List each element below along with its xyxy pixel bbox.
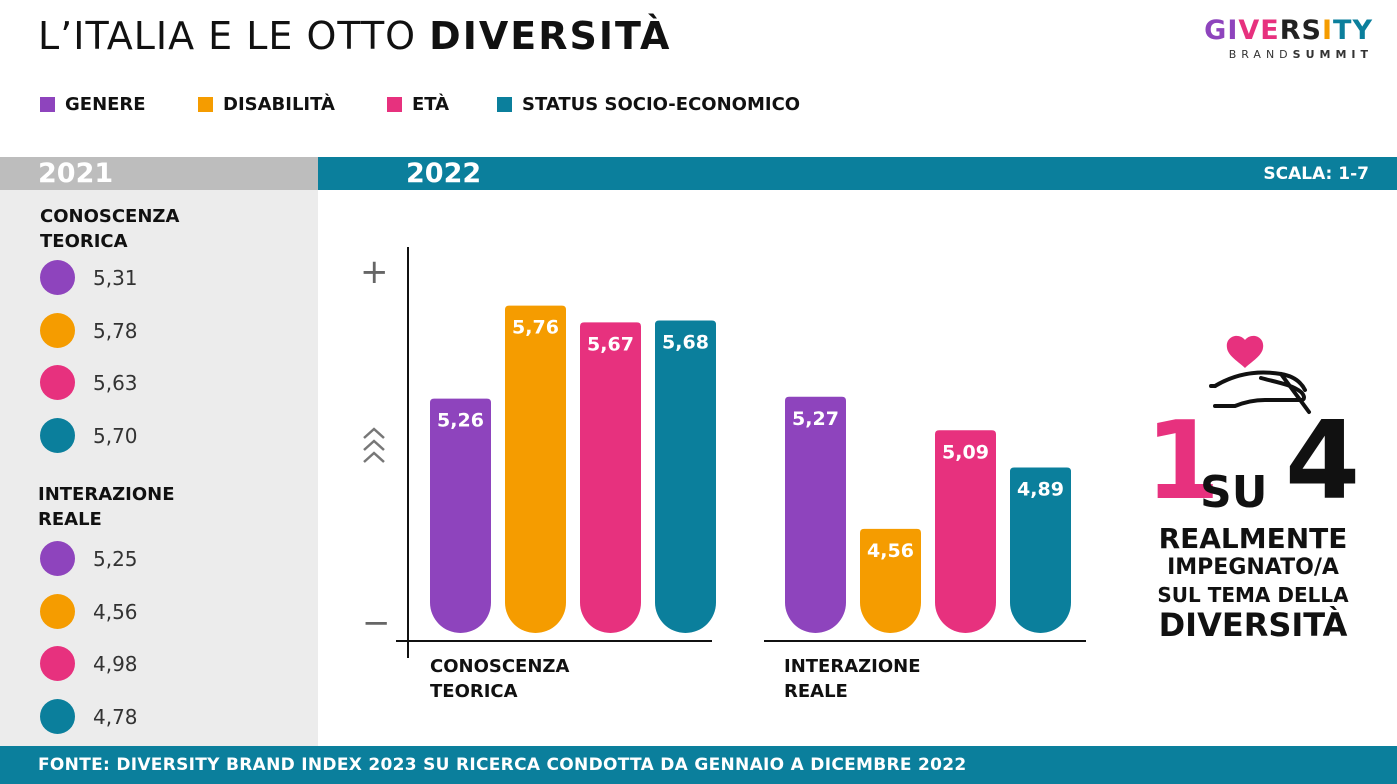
category-label: CONOSCENZA TEORICA <box>430 656 570 702</box>
panel-2021-row: 5,25 <box>40 541 138 576</box>
year-2022-label: 2022 <box>406 158 482 189</box>
bar-et--0 <box>580 322 641 633</box>
bar-chart: 5,26 5,27 5,76 4,56 5,67 5,09 5,68 4,89 <box>396 247 1086 658</box>
brand-logo: GIVERSITY BRANDSUMMIT <box>1204 16 1373 62</box>
stat-ratio: 1 SU 4 <box>1145 402 1375 522</box>
legend-swatch <box>387 97 402 112</box>
logo-word: GIVERSITY <box>1204 16 1373 46</box>
legend-swatch <box>497 97 512 112</box>
bars-layer: 5,26 5,27 5,76 4,56 5,67 5,09 5,68 4,89 <box>430 305 1071 633</box>
dot-eta <box>40 365 75 400</box>
legend-label: ETÀ <box>412 94 450 115</box>
bar-value-label: 5,68 <box>662 332 709 354</box>
dot-disabilita <box>40 313 75 348</box>
stat-number-2: 4 <box>1285 399 1361 524</box>
panel-2021-row: 5,70 <box>40 418 138 453</box>
band-2022 <box>318 157 1397 190</box>
bar-status-socio-economico-1 <box>1010 467 1071 633</box>
bar-value-label: 5,67 <box>587 333 634 355</box>
legend-item-disabilita: DISABILITÀ <box>198 94 335 115</box>
legend-label: STATUS SOCIO-ECONOMICO <box>522 94 801 115</box>
logo-subtitle: BRANDSUMMIT <box>1204 48 1373 61</box>
stat-line: IMPEGNATO/A <box>1167 555 1339 580</box>
bar-value-label: 5,26 <box>437 410 484 432</box>
row-value: 5,78 <box>93 318 138 343</box>
dot-status <box>40 418 75 453</box>
legend-swatch <box>198 97 213 112</box>
heart-hand-icon <box>1209 335 1311 414</box>
bar-value-label: 5,09 <box>942 441 989 463</box>
legend-label: DISABILITÀ <box>223 94 335 115</box>
bar-genere-1 <box>785 396 846 633</box>
panel-2021-group-title: CONOSCENZA TEORICA <box>40 206 180 252</box>
stat-line: SUL TEMA DELLA <box>1157 583 1349 607</box>
axis-marker-top: + <box>360 252 389 292</box>
bar-disabilit--0 <box>505 305 566 633</box>
footer-bar <box>0 746 1397 784</box>
row-value: 5,31 <box>93 265 138 290</box>
bar-value-label: 4,56 <box>867 540 914 562</box>
row-value: 5,70 <box>93 423 138 448</box>
stat-line: DIVERSITÀ <box>1158 606 1348 644</box>
panel-2021-group-title: INTERAZIONE REALE <box>38 484 175 530</box>
bar-value-label: 5,27 <box>792 408 839 430</box>
legend-item-status: STATUS SOCIO-ECONOMICO <box>497 94 800 115</box>
panel-2021-row: 5,78 <box>40 313 138 348</box>
year-2021-label: 2021 <box>38 158 114 189</box>
legend-swatch <box>40 97 55 112</box>
row-value: 5,25 <box>93 546 138 571</box>
scale-label: SCALA: 1-7 <box>1263 164 1369 184</box>
logo-sub-bold: SUMMIT <box>1292 48 1373 61</box>
logo-word-text: GIVERSITY <box>1204 15 1373 46</box>
page-title: L’ITALIA E LE OTTO DIVERSITÀ <box>38 14 671 58</box>
band-2021 <box>0 157 318 190</box>
footer-source: FONTE: DIVERSITY BRAND INDEX 2023 SU RIC… <box>38 755 967 775</box>
panel-2021-row: 5,63 <box>40 365 138 400</box>
legend-label: GENERE <box>65 94 146 115</box>
bar-disabilit--1 <box>860 528 921 633</box>
bar-value-label: 4,89 <box>1017 478 1064 500</box>
axis-marker-bottom: − <box>362 603 391 643</box>
title-bold: DIVERSITÀ <box>429 14 672 58</box>
dot-disabilita <box>40 594 75 629</box>
bar-genere-0 <box>430 398 491 633</box>
panel-2021-row: 4,98 <box>40 646 138 681</box>
bar-et--1 <box>935 430 996 633</box>
row-value: 4,98 <box>93 651 138 676</box>
bar-status-socio-economico-0 <box>655 320 716 633</box>
category-label: INTERAZIONE REALE <box>784 656 921 702</box>
panel-2021-row: 5,31 <box>40 260 138 295</box>
dot-genere <box>40 260 75 295</box>
legend-item-eta: ETÀ <box>387 94 449 115</box>
legend-item-genere: GENERE <box>40 94 146 115</box>
row-value: 4,78 <box>93 704 138 729</box>
row-value: 5,63 <box>93 370 138 395</box>
chevrons-up-icon <box>363 427 385 463</box>
stat-line: REALMENTE <box>1158 522 1348 555</box>
stat-number-1: 1 <box>1145 399 1221 524</box>
stat-su: SU <box>1200 467 1268 518</box>
panel-2021-row: 4,56 <box>40 594 138 629</box>
dot-eta <box>40 646 75 681</box>
title-light: L’ITALIA E LE OTTO <box>38 14 430 58</box>
bar-value-label: 5,76 <box>512 317 559 339</box>
row-value: 4,56 <box>93 599 138 624</box>
logo-sub-light: BRAND <box>1228 48 1293 61</box>
dot-genere <box>40 541 75 576</box>
panel-2021-row: 4,78 <box>40 699 138 734</box>
dot-status <box>40 699 75 734</box>
